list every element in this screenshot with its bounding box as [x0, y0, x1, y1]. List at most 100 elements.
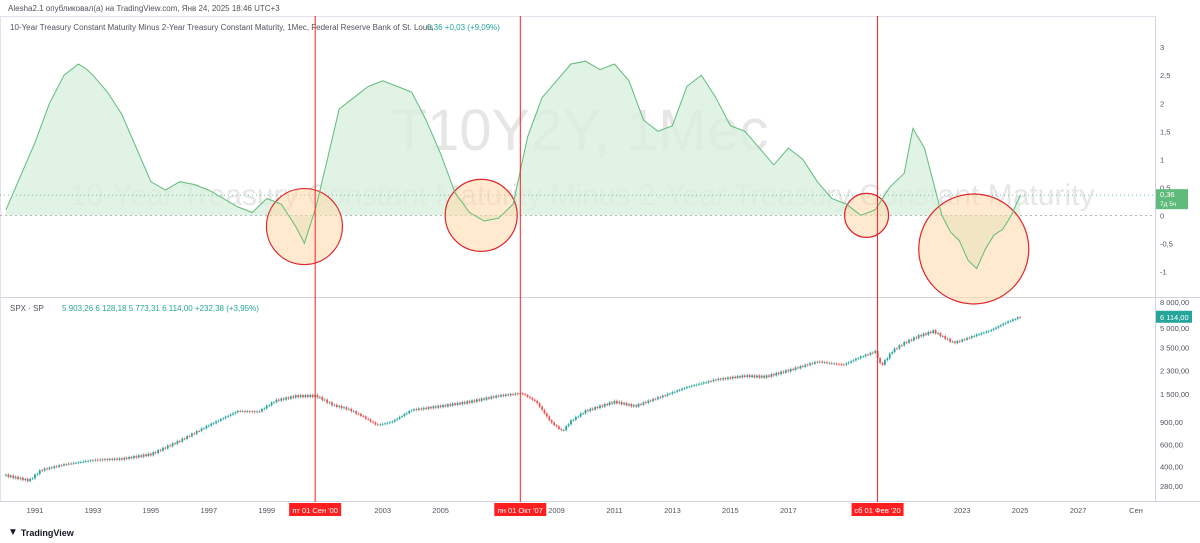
spx-candle: [104, 459, 106, 461]
spx-candle: [516, 393, 519, 395]
spread-price-tag-countdown: 7д 5ч: [1160, 201, 1176, 208]
x-axis-tick: 2015: [722, 506, 739, 515]
spx-candle: [210, 423, 213, 426]
spx-candle: [461, 401, 464, 405]
spx-candle: [594, 407, 597, 410]
spx-candle: [705, 382, 708, 384]
spx-candle: [181, 438, 184, 442]
recession-date-label: пт 01 Сен '00: [292, 506, 338, 515]
spx-candle: [157, 449, 160, 454]
spread-y-tick: -1: [1160, 267, 1167, 276]
x-axis-tick: 2027: [1070, 506, 1087, 515]
spx-candle: [874, 350, 877, 353]
spx-candle: [693, 385, 696, 386]
spx-candle: [200, 428, 203, 432]
spx-candle: [331, 402, 333, 406]
spx-candle: [809, 363, 811, 366]
spx-candle: [261, 408, 263, 412]
spx-candle: [24, 478, 27, 481]
spx-candle: [473, 400, 476, 402]
spx-candle: [292, 396, 295, 398]
spx-candle: [475, 399, 478, 402]
x-axis-tick: 1993: [85, 506, 102, 515]
spx-candle: [550, 420, 553, 423]
spx-y-tick: 400,00: [1160, 463, 1183, 472]
spx-candle: [352, 411, 355, 413]
spx-y-tick: 3 500,00: [1160, 343, 1189, 352]
spx-candle: [362, 416, 365, 417]
spx-candle: [615, 400, 618, 404]
spx-candle: [367, 418, 370, 420]
spx-candle: [847, 362, 850, 364]
spx-candle: [36, 473, 39, 475]
spx-candle: [751, 375, 754, 378]
x-axis-tick: 2013: [664, 506, 681, 515]
x-axis-tick: Сен: [1129, 506, 1143, 515]
spx-candle: [67, 463, 70, 465]
spx-candle: [374, 422, 377, 425]
spx-candle: [193, 433, 196, 435]
spx-candle: [142, 454, 145, 457]
spx-candle: [195, 430, 198, 434]
spread-y-tick: 3: [1160, 43, 1164, 52]
spx-candle: [154, 452, 157, 454]
spx-candle: [748, 375, 751, 378]
spx-candle: [657, 397, 659, 400]
spx-candle: [801, 366, 804, 367]
spx-candle: [666, 393, 669, 396]
spx-candle: [1004, 322, 1007, 324]
spx-y-tick: 280,00: [1160, 482, 1183, 491]
spx-candle: [891, 352, 894, 354]
spx-candle: [333, 404, 336, 406]
spx-candle: [789, 368, 792, 372]
spx-candle: [806, 364, 809, 366]
spx-candle: [920, 335, 923, 337]
spx-candle: [191, 433, 193, 437]
spx-candle: [840, 364, 843, 366]
spx-candle: [345, 407, 348, 410]
spx-candle: [186, 436, 188, 440]
spx-candle: [391, 421, 394, 423]
spx-candle: [133, 456, 135, 459]
spx-candle: [678, 389, 681, 391]
spx-candle: [746, 375, 749, 377]
spx-candle: [490, 396, 493, 399]
spx-candle: [584, 410, 587, 414]
spx-candle: [917, 335, 920, 339]
spx-candle: [990, 330, 993, 331]
spx-candle: [203, 428, 205, 430]
spx-candle: [130, 456, 133, 459]
spx-candle: [72, 462, 75, 464]
spx-candle: [1019, 317, 1022, 319]
spx-candle: [437, 405, 440, 408]
spx-candle: [765, 375, 768, 378]
spx-candle: [985, 331, 988, 333]
spx-candle: [176, 440, 179, 444]
spx-candle: [43, 468, 46, 471]
spx-candle: [700, 383, 703, 385]
spx-pane: [5, 315, 1022, 483]
spx-candle: [430, 407, 432, 409]
spx-candle: [270, 402, 273, 406]
spread-price-tag-value: 0,36: [1160, 190, 1175, 199]
spx-candle: [625, 402, 628, 406]
spx-candle: [256, 411, 259, 413]
spx-candle: [347, 408, 350, 410]
spx-candle: [335, 404, 338, 408]
spx-candle: [219, 419, 222, 421]
spx-candle: [410, 410, 413, 412]
spx-candle: [41, 470, 44, 472]
spx-candle: [509, 393, 512, 396]
spx-candle: [125, 457, 128, 459]
spx-candle: [372, 421, 374, 423]
spx-candle: [881, 362, 884, 365]
inversion-circle: [918, 193, 1030, 305]
spx-candle: [128, 456, 131, 459]
spx-price-tag-value: 6 114,00: [1160, 313, 1189, 322]
spx-candle: [468, 401, 471, 403]
spx-candle: [567, 424, 570, 427]
spread-y-tick: -0,5: [1160, 239, 1173, 248]
spx-candle: [671, 392, 674, 394]
spread-y-tick: 0: [1160, 211, 1164, 220]
spx-candle: [835, 363, 838, 365]
